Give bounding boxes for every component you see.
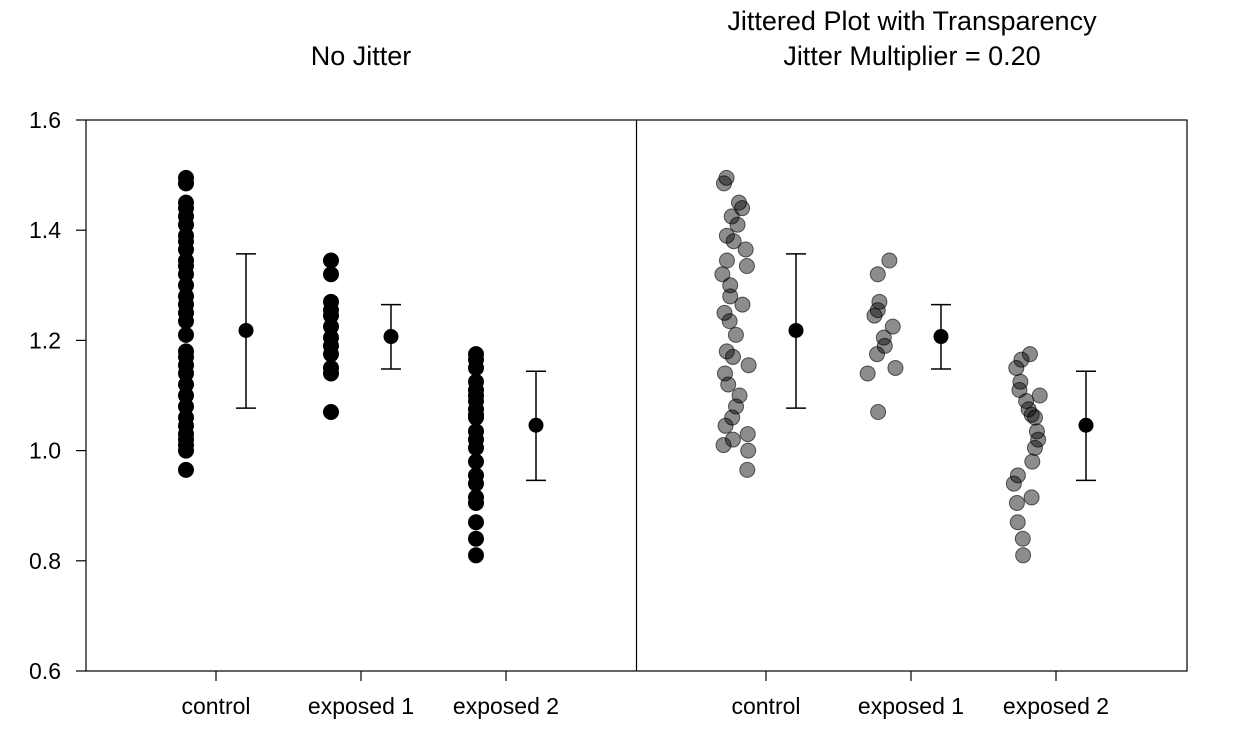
mean-point — [1078, 417, 1094, 433]
data-point — [1008, 494, 1025, 511]
data-point — [468, 489, 484, 506]
x-tick-label-right: control — [731, 693, 800, 719]
data-point — [869, 266, 886, 283]
data-point — [178, 326, 194, 343]
mean-point — [383, 329, 399, 345]
data-point — [178, 461, 194, 478]
data-point — [729, 216, 746, 233]
right-panel-title: Jittered Plot with Transparency — [727, 6, 1097, 36]
data-point — [1012, 373, 1029, 390]
data-point — [468, 467, 484, 484]
data-point — [323, 293, 339, 310]
data-point — [1009, 514, 1026, 531]
data-point — [721, 313, 738, 330]
data-point — [1013, 351, 1030, 368]
mean-point — [788, 322, 804, 338]
x-tick-label-left: exposed 1 — [308, 693, 414, 719]
data-point — [876, 337, 893, 354]
data-point — [718, 252, 735, 269]
data-point — [716, 365, 733, 382]
data-point — [716, 304, 733, 321]
data-point — [722, 288, 739, 305]
data-point — [727, 326, 744, 343]
data-point — [717, 417, 734, 434]
mean-point — [528, 417, 544, 433]
data-point — [1009, 467, 1026, 484]
data-point — [1023, 489, 1040, 506]
data-point — [323, 266, 339, 283]
y-axis: 0.6 0.8 1.0 1.2 1.4 1.6 — [29, 107, 86, 684]
data-point — [724, 348, 741, 365]
data-point — [887, 359, 904, 376]
data-point — [178, 194, 194, 211]
data-point — [468, 514, 484, 531]
x-tick-label-left: exposed 2 — [453, 693, 559, 719]
y-tick-label: 0.6 — [29, 658, 61, 684]
x-tick-label-right: exposed 2 — [1003, 693, 1109, 719]
data-point — [740, 357, 757, 374]
right-panel-plot — [714, 169, 1096, 564]
data-point — [871, 293, 888, 310]
left-panel-title: No Jitter — [311, 41, 412, 71]
data-point — [468, 373, 484, 390]
data-point — [468, 547, 484, 564]
mean-point — [238, 322, 254, 338]
y-tick-label: 1.0 — [29, 438, 61, 464]
x-tick-label-right: exposed 1 — [858, 693, 964, 719]
mean-point — [933, 329, 949, 345]
left-panel-plot — [178, 169, 546, 564]
data-point — [323, 359, 339, 376]
data-point — [722, 277, 739, 294]
data-point — [718, 169, 735, 186]
data-point — [323, 404, 339, 421]
data-point — [178, 343, 194, 360]
data-point — [468, 346, 484, 363]
y-tick-label: 0.8 — [29, 548, 61, 574]
data-point — [178, 169, 194, 186]
data-point — [731, 387, 748, 404]
data-point — [468, 423, 484, 440]
data-point — [730, 194, 747, 211]
y-tick-label: 1.4 — [29, 217, 61, 243]
data-point — [1008, 359, 1025, 376]
data-point — [1026, 439, 1043, 456]
data-point — [323, 252, 339, 269]
data-point — [875, 329, 892, 346]
right-panel-subtitle: Jitter Multiplier = 0.20 — [783, 41, 1040, 71]
data-point — [1030, 431, 1047, 448]
data-point — [1014, 530, 1031, 547]
data-point — [881, 252, 898, 269]
data-point — [737, 241, 754, 258]
data-point — [738, 258, 755, 275]
y-tick-label: 1.6 — [29, 107, 61, 133]
data-point — [468, 453, 484, 470]
data-point — [739, 461, 756, 478]
data-point — [1011, 381, 1028, 398]
data-point — [723, 208, 740, 225]
y-tick-label: 1.2 — [29, 327, 61, 353]
data-point — [859, 365, 876, 382]
data-point — [714, 266, 731, 283]
data-point — [715, 437, 732, 454]
data-point — [884, 318, 901, 335]
data-point — [718, 227, 735, 244]
data-point — [1021, 346, 1038, 363]
data-point — [739, 426, 756, 443]
x-axis: control exposed 1 exposed 2 control exposed … — [181, 671, 1109, 719]
data-point — [1024, 453, 1041, 470]
data-point — [740, 442, 757, 459]
data-point — [1031, 387, 1048, 404]
data-point — [1015, 547, 1032, 564]
data-point — [870, 404, 887, 421]
x-tick-label-left: control — [181, 693, 250, 719]
data-point — [724, 431, 741, 448]
data-point — [1028, 423, 1045, 440]
data-point — [718, 343, 735, 360]
data-point — [1005, 475, 1022, 492]
data-point — [468, 530, 484, 547]
data-point — [734, 296, 751, 313]
